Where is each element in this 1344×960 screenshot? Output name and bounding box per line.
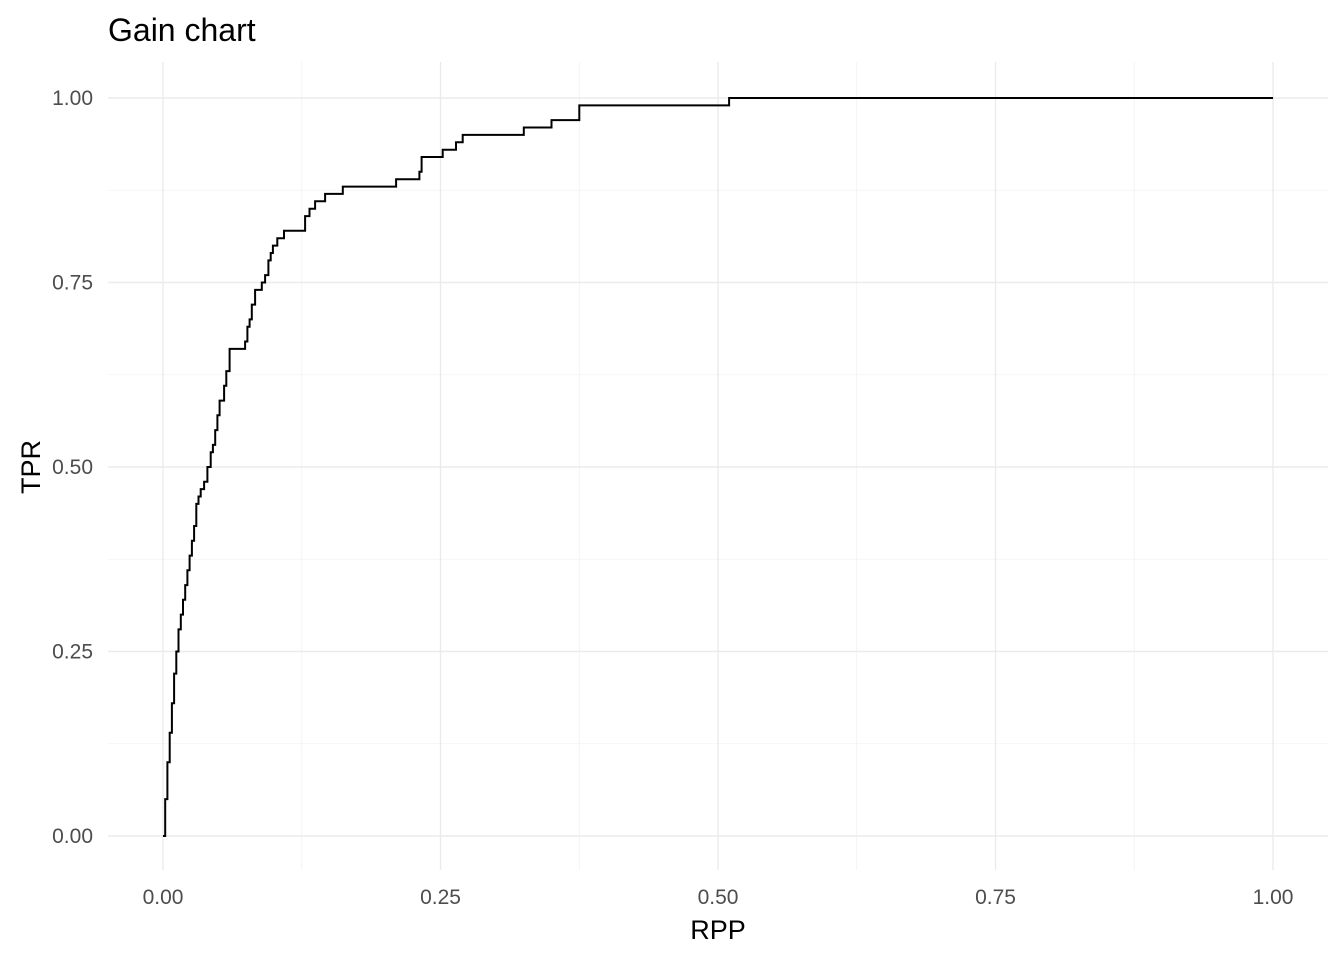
y-tick-label: 0.75 <box>52 272 93 295</box>
x-tick-label: 0.50 <box>698 886 739 909</box>
grid <box>108 62 1328 870</box>
chart-title: Gain chart <box>108 12 256 48</box>
plot-area <box>163 97 1273 837</box>
x-tick-label: 0.25 <box>420 886 461 909</box>
x-axis-title: RPP <box>690 915 746 945</box>
x-axis-ticks: 0.00 0.25 0.50 0.75 1.00 <box>143 886 1294 909</box>
gain-curve <box>163 97 1273 837</box>
y-tick-label: 1.00 <box>52 87 93 110</box>
x-tick-label: 0.00 <box>143 886 184 909</box>
y-tick-label: 0.25 <box>52 641 93 664</box>
x-tick-label: 1.00 <box>1253 886 1294 909</box>
y-axis-title: TPR <box>16 440 46 494</box>
y-tick-label: 0.00 <box>52 825 93 848</box>
y-axis-ticks: 0.00 0.25 0.50 0.75 1.00 <box>52 87 93 848</box>
x-tick-label: 0.75 <box>975 886 1016 909</box>
y-tick-label: 0.50 <box>52 456 93 479</box>
